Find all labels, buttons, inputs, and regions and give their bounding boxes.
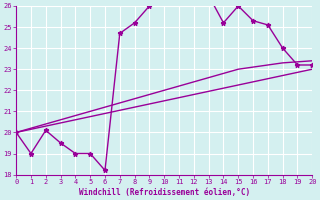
X-axis label: Windchill (Refroidissement éolien,°C): Windchill (Refroidissement éolien,°C) bbox=[79, 188, 250, 197]
